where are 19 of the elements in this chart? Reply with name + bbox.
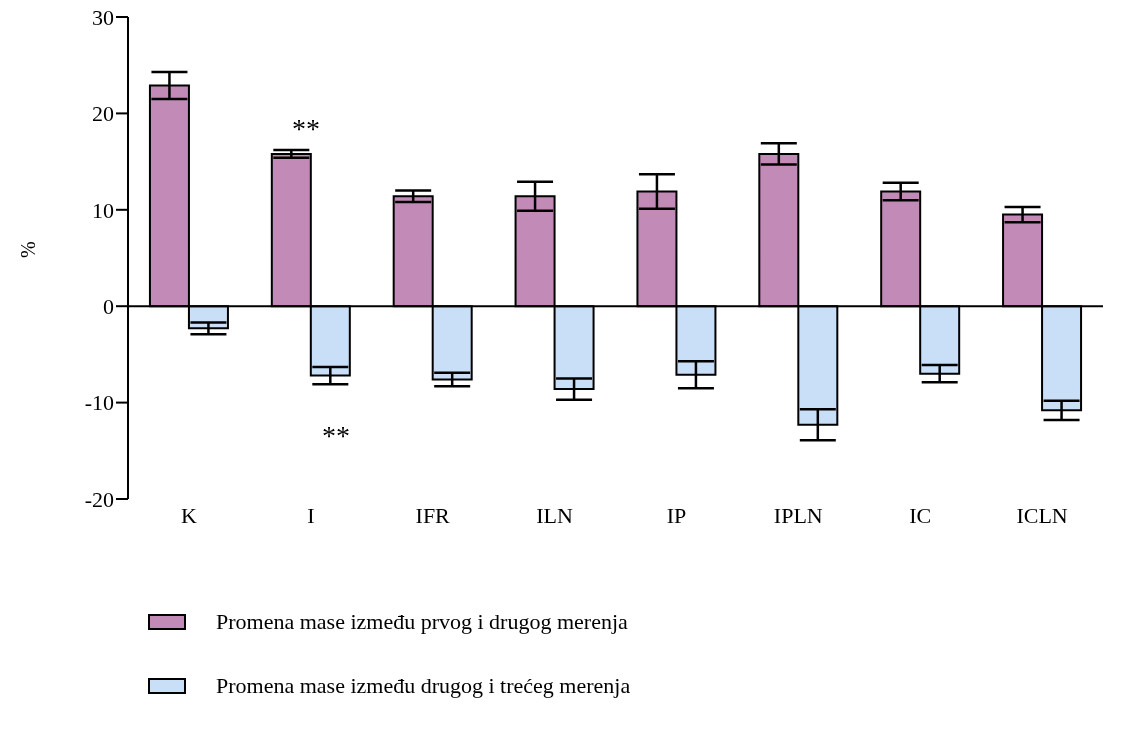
x-tick-label: I xyxy=(307,502,315,528)
y-tick-label: -20 xyxy=(84,486,114,512)
legend-label: Promena mase između drugog i trećeg merenja xyxy=(216,673,631,699)
y-axis-title: % xyxy=(17,241,40,258)
y-tick-label: -10 xyxy=(84,390,114,416)
x-tick-label: ILN xyxy=(536,502,573,528)
x-tick-label: IC xyxy=(909,502,932,528)
x-tick-label: IP xyxy=(666,502,687,528)
y-tick-label: 0 xyxy=(103,294,114,320)
y-tick-label: 20 xyxy=(92,101,114,127)
annotation: ** xyxy=(322,420,350,451)
y-tick-label: 10 xyxy=(92,197,114,223)
legend-label: Promena mase između prvog i drugog merenja xyxy=(216,609,628,635)
x-tick-label: K xyxy=(180,502,197,528)
x-tick-label: IPLN xyxy=(773,502,823,528)
x-tick-label: ICLN xyxy=(1016,502,1068,528)
annotation: ** xyxy=(292,113,320,144)
y-tick-label: 30 xyxy=(92,4,114,30)
x-tick-label: IFR xyxy=(415,502,451,528)
